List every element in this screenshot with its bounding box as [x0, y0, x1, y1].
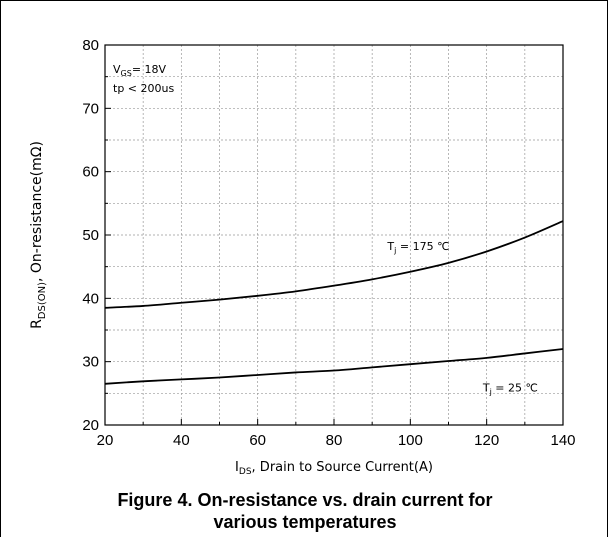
chart: 20 40 60 80 100 120 140 20 30 40 50 60 70 80 IDS, Dra… — [29, 37, 576, 477]
series-line-0 — [104, 220, 564, 309]
condition-vgs-rest: = 18V — [132, 63, 167, 76]
series-label-25c-rest: = 25 ℃ — [492, 381, 538, 394]
y-tick-label: 70 — [82, 100, 99, 117]
axis-ticks — [104, 44, 564, 426]
series-label-175c-sub: j — [393, 246, 396, 255]
condition-vgs: VGS= 18V — [113, 63, 167, 78]
y-tick-label: 20 — [82, 417, 99, 434]
series-label-175c: Tj = 175 ℃ — [386, 240, 449, 255]
series-label-25c: Tj = 25 ℃ — [482, 381, 538, 396]
tick-labels: 20 40 60 80 100 120 140 20 30 40 50 60 70 80 — [82, 37, 575, 449]
condition-vgs-sub: GS — [121, 69, 132, 78]
x-axis-label-rest: , Drain to Source Current(A) — [252, 460, 433, 475]
y-axis-label: RDS(ON), On-resistance(mΩ) — [29, 141, 48, 329]
x-axis-label-main: I — [235, 460, 239, 475]
x-axis-label: IDS, Drain to Source Current(A) — [235, 460, 433, 477]
y-axis-label-sub: DS(ON) — [37, 282, 48, 319]
x-tick-label: 60 — [249, 432, 266, 449]
y-tick-label: 80 — [82, 37, 99, 54]
series-line-1 — [104, 348, 564, 385]
x-tick-label: 40 — [173, 432, 190, 449]
figure-caption-line2: various temperatures — [213, 512, 397, 532]
series-label-25c-sub: j — [489, 387, 492, 396]
y-axis-label-main: R — [29, 319, 45, 329]
x-tick-label: 20 — [97, 432, 114, 449]
x-tick-label: 100 — [398, 432, 423, 449]
y-tick-label: 30 — [82, 354, 99, 371]
figure-caption-line1: Figure 4. On-resistance vs. drain curren… — [117, 490, 493, 510]
y-tick-label: 50 — [82, 227, 99, 244]
grid-lines — [105, 45, 563, 425]
x-tick-label: 80 — [326, 432, 343, 449]
condition-tp: tp < 200us — [113, 82, 174, 95]
y-axis-label-rest: , On-resistance(mΩ) — [29, 141, 45, 282]
x-tick-label: 140 — [550, 432, 575, 449]
series-label-175c-main: T — [386, 240, 394, 253]
condition-vgs-main: V — [113, 63, 121, 76]
series-lines — [104, 220, 564, 385]
series-label-175c-rest: = 175 ℃ — [396, 240, 449, 253]
y-tick-label: 40 — [82, 290, 99, 307]
series-label-25c-main: T — [482, 381, 490, 394]
y-tick-label: 60 — [82, 164, 99, 181]
x-axis-label-sub: DS — [239, 467, 252, 477]
x-tick-label: 120 — [474, 432, 499, 449]
